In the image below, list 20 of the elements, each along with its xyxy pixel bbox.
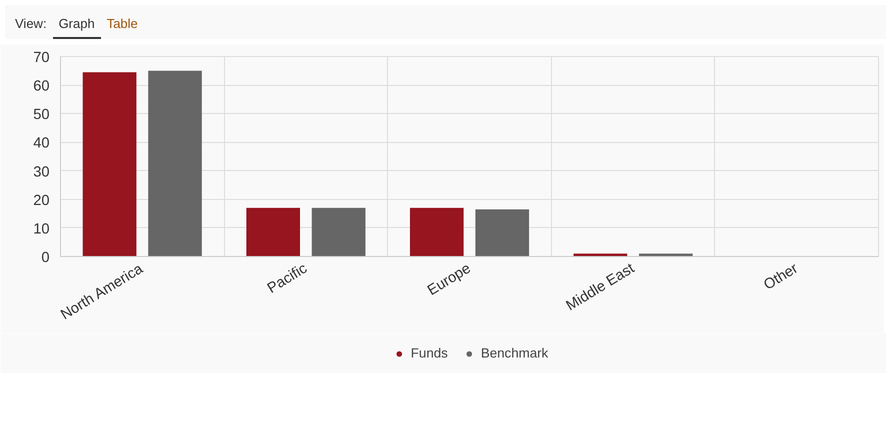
- legend-label: Funds: [410, 346, 448, 360]
- y-tick-label: 30: [33, 164, 50, 180]
- text: Table: [106, 16, 139, 33]
- bar: [82, 72, 136, 256]
- y-tick-label: 50: [33, 107, 50, 124]
- text: View:: [15, 16, 47, 31]
- y-tick-label: 20: [33, 192, 50, 209]
- y-tick-label: 40: [33, 136, 50, 152]
- bar: [312, 208, 366, 256]
- y-tick-label: 10: [33, 221, 50, 238]
- y-tick-label: 0: [41, 250, 50, 266]
- bar: [148, 70, 202, 256]
- x-tick-label: Other: [761, 260, 801, 294]
- legend-label: Benchmark: [480, 346, 548, 360]
- y-tick-label: 60: [33, 78, 50, 95]
- bar: [410, 208, 464, 256]
- text: Graph: [52, 16, 101, 39]
- y-tick-label: 70: [33, 50, 50, 66]
- bar: [475, 209, 530, 256]
- bar: [246, 208, 300, 256]
